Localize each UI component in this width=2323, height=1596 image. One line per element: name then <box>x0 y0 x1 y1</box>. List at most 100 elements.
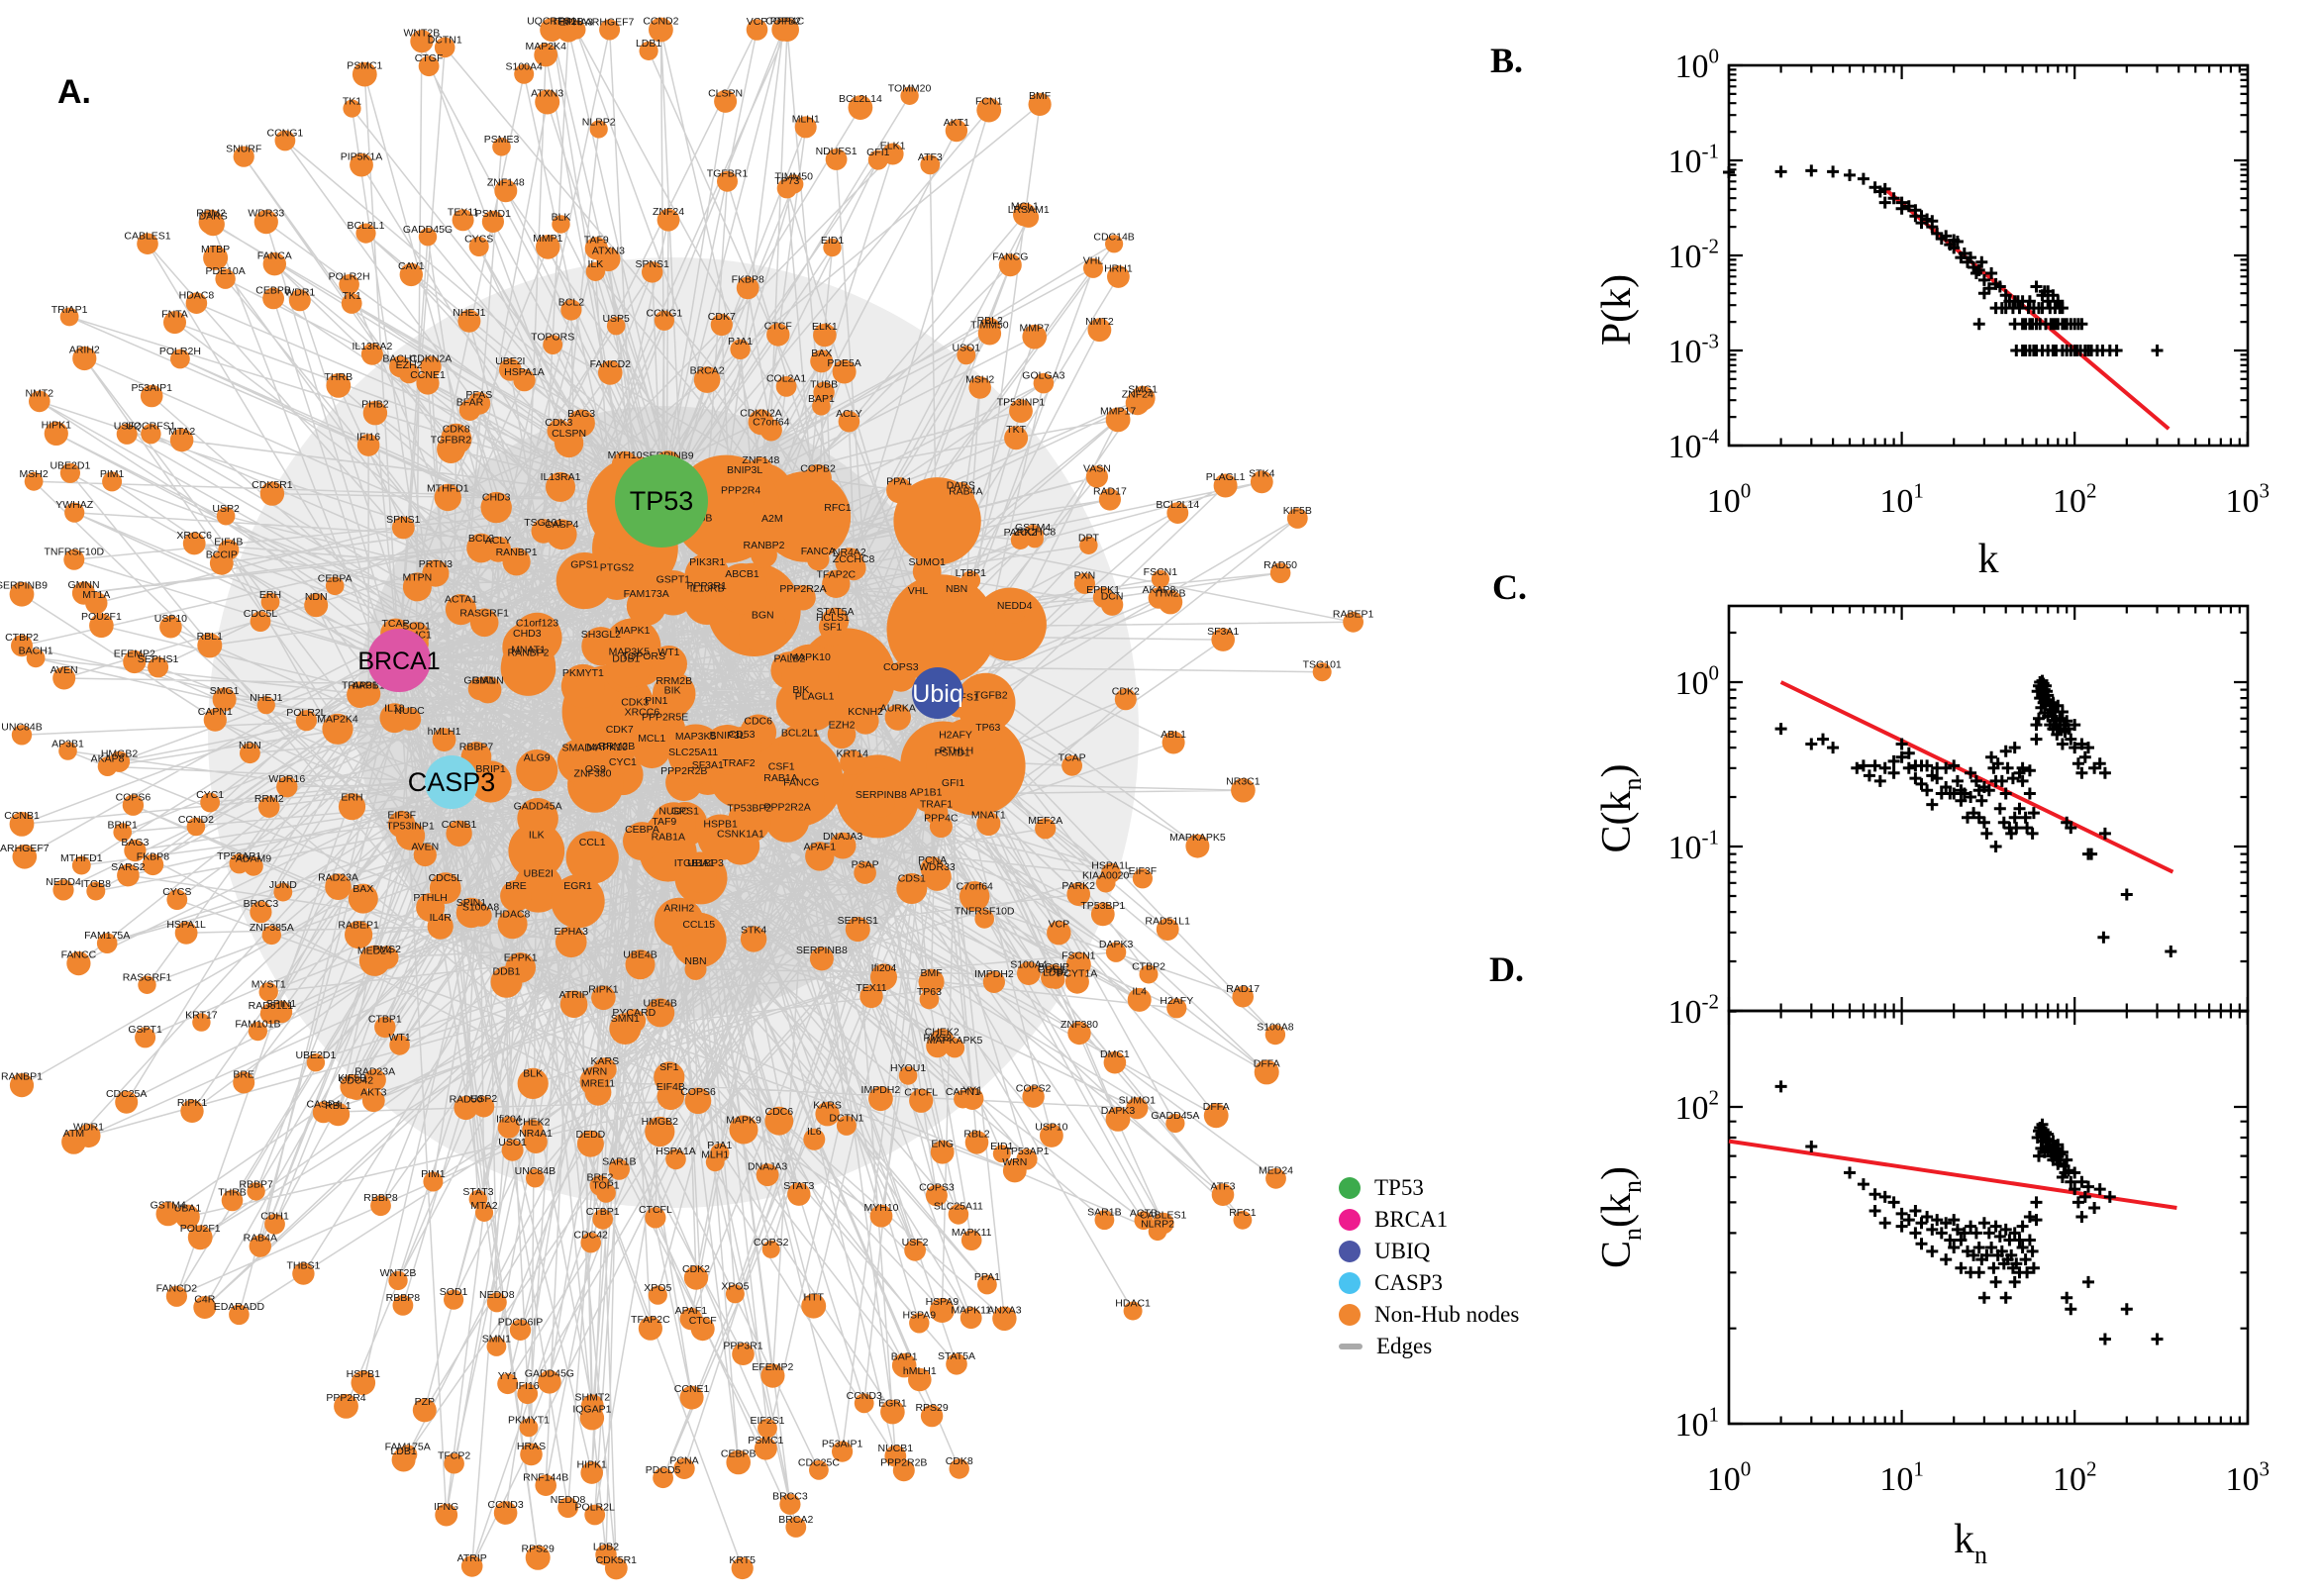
gene-label: RBL1 <box>197 631 223 643</box>
gene-label: RRM2B <box>599 741 636 752</box>
gene-node <box>420 355 442 377</box>
svg-text:100: 100 <box>1675 661 1720 702</box>
gene-node <box>992 1306 1017 1332</box>
gene-label: KIF5B <box>338 1072 366 1084</box>
gene-node <box>244 856 263 876</box>
legend-item-label: Edges <box>1376 1334 1433 1358</box>
gene-label: GSPT1 <box>656 574 691 586</box>
gene-node <box>919 989 940 1010</box>
gene-label: EID1 <box>821 235 845 247</box>
gene-node <box>1211 628 1235 651</box>
gene-label: BCL2L14 <box>839 93 882 105</box>
gene-node <box>801 1293 827 1319</box>
gene-label: GPS1 <box>570 559 598 571</box>
gene-node <box>444 1289 464 1310</box>
gene-label: TOPORS <box>531 332 574 344</box>
gene-label: EIF3F <box>1129 865 1158 877</box>
gene-node <box>559 990 588 1019</box>
gene-node <box>909 1313 930 1334</box>
gene-label: ITM2B <box>554 16 584 28</box>
gene-node <box>880 1399 905 1425</box>
gene-label: PIP5K1A <box>341 150 383 162</box>
gene-label: PPP2R2A <box>779 583 826 595</box>
axis-ticks <box>1727 1010 2249 1426</box>
gene-label: RANBP1 <box>496 547 538 558</box>
gene-label: MTBP <box>201 244 230 255</box>
gene-label: DFFA <box>1203 1101 1230 1113</box>
gene-label: ABCB1 <box>725 568 759 580</box>
gene-label: GRIA1 <box>463 675 495 687</box>
gene-label: CD53 <box>729 729 756 741</box>
gene-node <box>992 1145 1011 1163</box>
gene-label: XRCC6 <box>625 707 660 719</box>
gene-label: HRH1 <box>1104 262 1133 274</box>
gene-label: APAF1 <box>804 841 837 852</box>
gene-label: CCNB1 <box>442 819 477 831</box>
gene-label: DCN <box>1101 591 1124 603</box>
gene-label: MYST1 <box>252 979 286 991</box>
gene-label: CTCF <box>764 321 792 333</box>
gene-node <box>758 514 786 542</box>
gene-label: PRTN3 <box>419 558 453 570</box>
gene-node <box>785 1517 807 1538</box>
gene-node <box>472 1096 495 1118</box>
gene-label: LDB2 <box>1043 967 1068 979</box>
gene-label: ATF3 <box>1211 1181 1236 1193</box>
gene-node <box>854 861 876 884</box>
gene-node <box>654 897 704 948</box>
gene-label: SF1 <box>823 621 842 633</box>
gene-node <box>1132 868 1153 889</box>
gene-node <box>546 471 575 502</box>
gene-label: CCL1 <box>579 837 606 848</box>
gene-node <box>729 1115 758 1145</box>
gene-node <box>498 357 522 381</box>
gene-label: TP63 <box>917 986 942 998</box>
gene-node <box>233 1071 255 1094</box>
gene-label: CCNB1 <box>4 810 40 822</box>
gene-node <box>1043 964 1064 986</box>
gene-label: AVEN <box>411 841 439 852</box>
gene-label: NHEJ1 <box>453 307 485 319</box>
gene-node <box>63 549 85 570</box>
legend-item-label: TP53 <box>1374 1175 1424 1200</box>
gene-label: EIF3F <box>387 810 416 822</box>
gene-label: RAB1A <box>763 772 797 784</box>
gene-label: CDK3 <box>545 417 572 429</box>
gene-label: WDR33 <box>919 861 956 873</box>
gene-node <box>388 1270 408 1291</box>
gene-node <box>1017 961 1041 985</box>
gene-node <box>170 349 190 369</box>
gene-node <box>58 742 77 760</box>
gene-node <box>832 1441 854 1462</box>
gene-label: CDH1 <box>260 1211 289 1223</box>
gene-node <box>1158 590 1183 615</box>
gene-label: EFEMP2 <box>114 648 155 659</box>
gene-label: HSPA1L <box>1091 859 1131 871</box>
gene-label: GADD45A <box>514 800 562 812</box>
gene-label: GOLGA3 <box>1022 370 1064 382</box>
gene-node <box>446 820 472 847</box>
gene-node <box>731 1556 754 1580</box>
gene-node <box>764 1106 794 1136</box>
legend-item-label: BRCA1 <box>1374 1207 1449 1232</box>
gene-node <box>731 465 758 493</box>
gene-label: EPPK1 <box>1086 584 1120 596</box>
gene-label: SERPINB8 <box>796 945 848 956</box>
gene-label: MNAT1 <box>511 644 546 655</box>
gene-label: VASN <box>1083 463 1111 475</box>
gene-node <box>486 1337 507 1356</box>
gene-node <box>976 97 1002 123</box>
gene-node <box>273 882 293 902</box>
gene-node <box>469 608 499 638</box>
gene-label: FKBP8 <box>137 850 169 862</box>
gene-node <box>253 210 278 235</box>
gene-label: FNTA <box>161 308 188 320</box>
gene-label: ABL1 <box>1161 729 1186 741</box>
gene-label: GSPT1 <box>128 1024 162 1036</box>
gene-label: GSTM4 <box>1015 522 1051 534</box>
svg-text:kn: kn <box>1954 1517 1987 1569</box>
gene-label: Ifi204 <box>871 962 897 974</box>
gene-label: RAB4A <box>949 486 982 498</box>
gene-label: WDR1 <box>73 1122 104 1134</box>
gene-node <box>560 663 606 709</box>
